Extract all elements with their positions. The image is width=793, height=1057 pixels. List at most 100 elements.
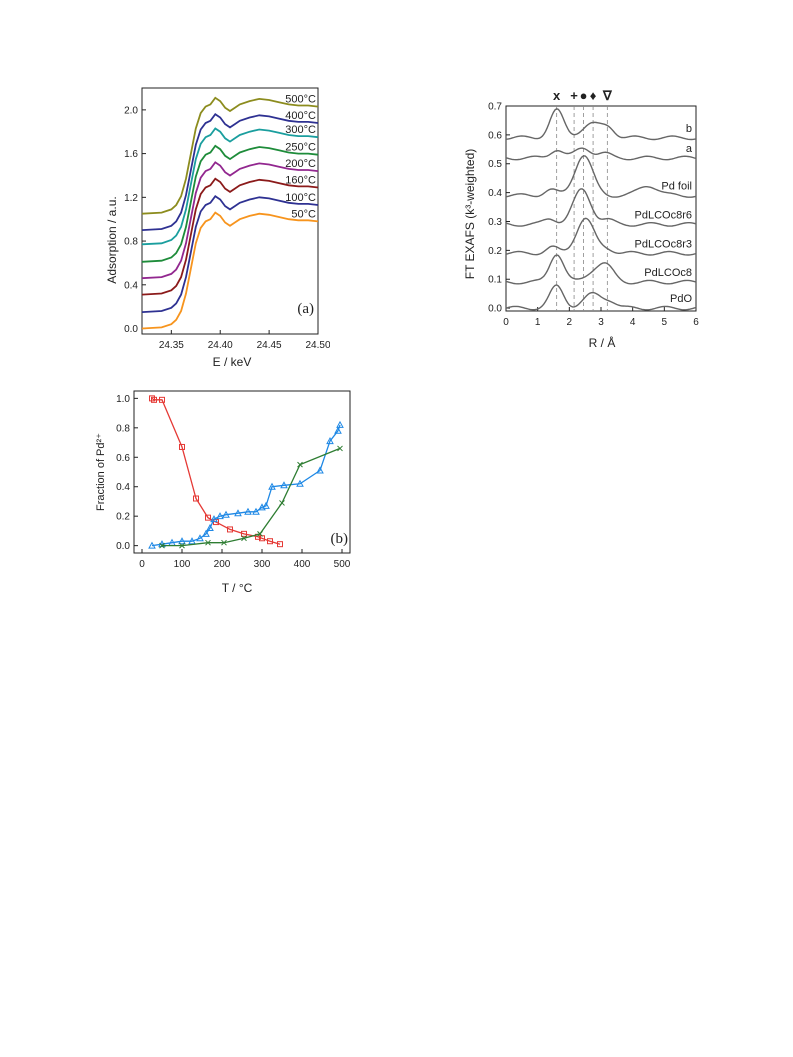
exafs-x-tick-label: 3 bbox=[598, 317, 604, 328]
exafs-chart: 0 1 2 3 4 5 6 0.0 0.1 0.2 0.3 0.4 0.5 0.6 0.7 x + ● ♦ ∇ PdO P… bbox=[463, 88, 699, 350]
xanes-series-line bbox=[141, 112, 319, 231]
xanes-series-line bbox=[141, 211, 319, 330]
xanes-y-tick-label: 0.8 bbox=[124, 237, 138, 248]
exafs-series-label: PdLCOc8 bbox=[644, 267, 692, 279]
fraction-point-triangle bbox=[326, 437, 334, 445]
xanes-series-line bbox=[141, 194, 319, 313]
fraction-x-tick-label: 400 bbox=[294, 559, 311, 570]
exafs-series-label: PdLCOc8r6 bbox=[635, 209, 692, 221]
xanes-chart: 24.35 24.40 24.45 24.50 0.0 0.4 0.8 1.2 1.6 2.0 50… bbox=[105, 87, 330, 369]
exafs-y-tick-label: 0.6 bbox=[488, 130, 502, 141]
fraction-point-triangle bbox=[222, 510, 230, 518]
exafs-series-line bbox=[505, 254, 697, 285]
fraction-y-tick-label: 0.6 bbox=[116, 453, 130, 464]
exafs-series-line bbox=[505, 147, 697, 161]
xanes-series-label: 100°C bbox=[285, 192, 316, 204]
fraction-chart: 0 100 200 300 400 500 0.0 0.2 0.4 0.6 0.8 1.0 T / °… bbox=[95, 390, 351, 595]
fraction-y-tick-label: 0.2 bbox=[116, 512, 130, 523]
fraction-point-square bbox=[179, 443, 185, 450]
fraction-point-x bbox=[241, 535, 247, 542]
fraction-point-square bbox=[277, 541, 283, 548]
fraction-x-tick-label: 500 bbox=[334, 559, 351, 570]
exafs-x-tick-label: 0 bbox=[503, 317, 509, 328]
xanes-y-tick-label: 2.0 bbox=[124, 105, 138, 116]
fraction-x-tick-label: 200 bbox=[214, 559, 231, 570]
fraction-plot-frame bbox=[133, 390, 351, 554]
fraction-point-triangle bbox=[202, 529, 210, 537]
fraction-point-x bbox=[297, 461, 303, 468]
fraction-point-triangle bbox=[188, 537, 196, 545]
fraction-point-square bbox=[241, 530, 247, 537]
fraction-y-tick-label: 1.0 bbox=[116, 394, 130, 405]
exafs-y-tick-label: 0.3 bbox=[488, 217, 502, 228]
fraction-point-triangle bbox=[206, 523, 214, 531]
exafs-series-line bbox=[505, 188, 697, 227]
fraction-point-square bbox=[267, 538, 273, 545]
fraction-point-triangle bbox=[334, 426, 342, 434]
xanes-series-line bbox=[141, 161, 319, 280]
fraction-point-triangle bbox=[336, 420, 344, 428]
exafs-marker-symbol: ● bbox=[580, 88, 588, 103]
fraction-x-tick-label: 300 bbox=[254, 559, 271, 570]
fraction-x-tick-label: 0 bbox=[139, 559, 145, 570]
fraction-point-triangle bbox=[196, 534, 204, 542]
exafs-x-tick-label: 6 bbox=[693, 317, 699, 328]
exafs-x-tick-label: 2 bbox=[567, 317, 573, 328]
fraction-y-tick-label: 0.8 bbox=[116, 423, 130, 434]
xanes-series-label: 400°C bbox=[285, 110, 316, 122]
xanes-y-tick-label: 1.6 bbox=[124, 149, 138, 160]
xanes-x-tick-label: 24.35 bbox=[159, 340, 184, 351]
xanes-plot-frame bbox=[141, 87, 319, 335]
fraction-x-label: T / °C bbox=[222, 581, 253, 595]
exafs-marker-symbol: + bbox=[570, 88, 578, 103]
fraction-point-x bbox=[279, 500, 285, 506]
fraction-y-tick-label: 0.4 bbox=[116, 482, 130, 493]
xanes-series-line bbox=[141, 96, 319, 215]
fraction-point-triangle bbox=[262, 501, 270, 509]
xanes-panel-label: (a) bbox=[297, 301, 314, 317]
fraction-point-triangle bbox=[252, 507, 260, 515]
exafs-y-tick-label: 0.0 bbox=[488, 304, 502, 315]
fraction-point-x bbox=[205, 539, 211, 546]
exafs-series-line bbox=[505, 284, 697, 311]
exafs-marker-symbol: ∇ bbox=[602, 88, 613, 103]
xanes-series-line bbox=[141, 127, 319, 246]
xanes-series-line bbox=[141, 144, 319, 263]
exafs-marker-symbol: ♦ bbox=[590, 88, 597, 103]
exafs-x-tick-label: 4 bbox=[630, 317, 636, 328]
exafs-series-label: PdLCOc8r3 bbox=[635, 238, 692, 250]
xanes-series-label: 500°C bbox=[285, 94, 316, 106]
fraction-point-x bbox=[337, 445, 343, 452]
xanes-x-tick-label: 24.45 bbox=[257, 340, 282, 351]
fraction-x-tick-label: 100 bbox=[174, 559, 191, 570]
exafs-series-line bbox=[505, 108, 697, 141]
fraction-point-square bbox=[193, 495, 199, 502]
fraction-series-line bbox=[151, 424, 341, 547]
fraction-point-triangle bbox=[234, 509, 242, 517]
fraction-point-square bbox=[227, 526, 233, 533]
xanes-series-label: 200°C bbox=[285, 158, 316, 170]
fraction-y-tick-label: 0.0 bbox=[116, 541, 130, 552]
fraction-point-x bbox=[257, 531, 263, 537]
fraction-point-x bbox=[221, 539, 227, 546]
xanes-series-label: 300°C bbox=[285, 124, 316, 136]
fraction-series-line bbox=[151, 397, 281, 545]
fraction-point-triangle bbox=[316, 466, 324, 474]
xanes-x-label: E / keV bbox=[213, 355, 252, 369]
exafs-series-label: a bbox=[686, 143, 693, 155]
fraction-point-square bbox=[151, 396, 157, 403]
exafs-x-tick-label: 5 bbox=[662, 317, 668, 328]
fraction-point-square bbox=[159, 396, 165, 403]
xanes-y-tick-label: 0.0 bbox=[124, 324, 138, 335]
exafs-y-tick-label: 0.7 bbox=[488, 102, 502, 113]
exafs-series-label: b bbox=[686, 123, 692, 135]
xanes-y-label: Adsorption / a.u. bbox=[105, 196, 119, 283]
fraction-point-triangle bbox=[148, 541, 156, 549]
xanes-series-label: 50°C bbox=[291, 208, 316, 220]
xanes-y-tick-label: 0.4 bbox=[124, 280, 138, 291]
fraction-point-x bbox=[179, 542, 185, 549]
exafs-y-tick-label: 0.5 bbox=[488, 159, 502, 170]
exafs-series-label: PdO bbox=[670, 293, 692, 305]
fraction-point-triangle bbox=[210, 515, 218, 523]
fraction-point-triangle bbox=[268, 482, 276, 490]
